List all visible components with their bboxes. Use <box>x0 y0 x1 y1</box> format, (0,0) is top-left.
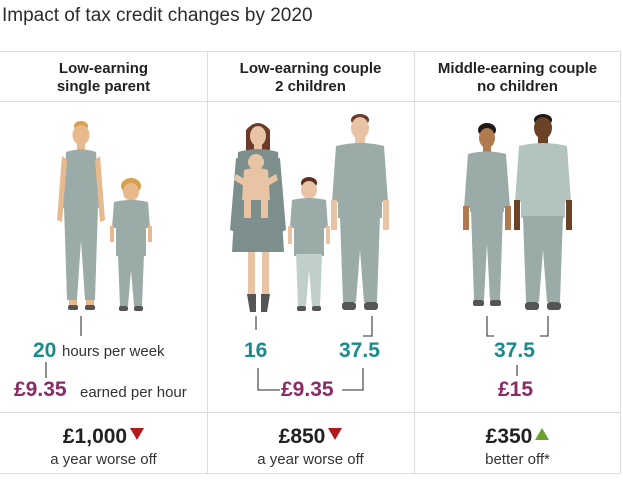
column-header-low-couple: Low-earning couple 2 children <box>207 60 414 96</box>
header-divider <box>0 101 621 102</box>
header-line: 2 children <box>275 78 346 95</box>
result-low-couple: £850 a year worse off <box>207 425 414 468</box>
result-amount-row: £350 <box>414 425 621 449</box>
header-line: Low-earning couple <box>239 60 382 77</box>
up-arrow-icon <box>535 428 550 441</box>
result-amount: £1,000 <box>62 425 128 448</box>
child-figure <box>110 178 152 311</box>
result-middle-couple: £350 better off* <box>414 425 621 468</box>
hours-label: hours per week <box>62 343 165 360</box>
column-divider-2 <box>414 51 415 474</box>
header-line: single parent <box>56 78 151 95</box>
hours-value: 20 <box>33 339 57 362</box>
bottom-divider <box>0 473 621 474</box>
result-single-parent: £1,000 a year worse off <box>0 425 207 468</box>
result-amount-row: £850 <box>207 425 414 449</box>
header-line: Low-earning <box>58 60 149 77</box>
result-amount: £850 <box>278 425 326 448</box>
wage-label: earned per hour <box>80 384 187 401</box>
header-line: no children <box>477 78 558 95</box>
result-divider <box>0 412 621 413</box>
father-figure <box>331 114 389 310</box>
hours-value: 37.5 <box>494 339 535 362</box>
boy-figure <box>288 177 330 311</box>
down-arrow-icon <box>328 428 343 441</box>
result-label: a year worse off <box>257 451 364 468</box>
header-line: Middle-earning couple <box>437 60 598 77</box>
down-arrow-icon <box>130 428 145 441</box>
result-label: a year worse off <box>50 451 157 468</box>
wage-value: £9.35 <box>14 378 67 401</box>
column-header-single-parent: Low-earning single parent <box>0 60 207 96</box>
result-label: better off* <box>485 451 550 468</box>
mother-with-baby-figure <box>230 123 286 312</box>
result-amount: £350 <box>485 425 533 448</box>
woman-figure <box>463 123 511 306</box>
column-divider-1 <box>207 51 208 474</box>
wage-value: £9.35 <box>281 378 334 401</box>
hours-value-parent-b: 37.5 <box>339 339 380 362</box>
result-amount-row: £1,000 <box>0 425 207 449</box>
column-header-middle-couple: Middle-earning couple no children <box>414 60 621 96</box>
woman-figure <box>57 121 105 310</box>
man-figure <box>514 114 572 310</box>
hours-value-parent-a: 16 <box>244 339 268 362</box>
chart-title: Impact of tax credit changes by 2020 <box>2 5 313 26</box>
wage-value: £15 <box>498 378 534 401</box>
top-divider <box>0 51 621 52</box>
right-border <box>620 51 621 474</box>
connector-lines <box>45 316 549 391</box>
